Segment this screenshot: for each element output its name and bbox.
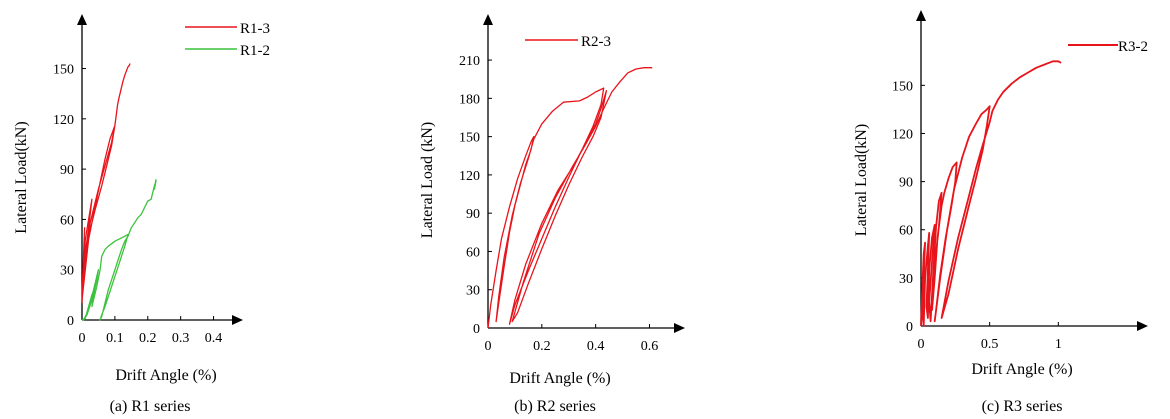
y-tick-label: 150 (53, 63, 74, 78)
x-tick-label: 0.5 (981, 337, 999, 352)
panel-r3-series: 0 0.5 1 0 30 60 90 120 150 Drift Angle (%) Lateral… (853, 10, 1148, 415)
y-tick-label: 180 (459, 92, 480, 107)
panel-caption: (b) R2 series (514, 398, 596, 415)
x-tick-label: 0.4 (205, 331, 223, 346)
legend-label-r3-2: R3-2 (1118, 39, 1148, 55)
x-tick-label: 0.2 (139, 331, 157, 346)
y-tick-label: 120 (459, 169, 480, 184)
x-axis-label: Drift Angle (%) (509, 370, 610, 387)
y-tick-label: 90 (60, 163, 74, 178)
series-line-r1-2 (81, 179, 157, 321)
y-axis-arrow-icon (77, 14, 87, 25)
y-tick-label: 210 (459, 54, 480, 69)
y-tick-label: 30 (466, 284, 480, 299)
x-tick-label: 0 (918, 337, 925, 352)
y-tick-label: 150 (459, 131, 480, 146)
y-axis-label: Lateral Load(kN) (853, 124, 870, 236)
panel-r1-series: 0 0.1 0.2 0.3 0.4 0 30 60 90 120 150 Drift Angle (%… (13, 14, 270, 415)
series-line-r3-2 (920, 60, 1062, 327)
y-tick-label: 0 (473, 322, 480, 337)
x-tick-label: 0 (79, 331, 86, 346)
y-tick-label: 60 (466, 245, 480, 260)
y-tick-label: 0 (67, 314, 74, 329)
x-tick-label: 0.4 (587, 339, 605, 354)
y-tick-label: 120 (53, 113, 74, 128)
x-tick-label: 1 (1055, 337, 1062, 352)
y-axis-arrow-icon (916, 10, 926, 21)
series-line-r1-3 (81, 63, 131, 304)
legend-label-r1-3: R1-3 (240, 21, 270, 37)
x-tick-label: 0.3 (172, 331, 190, 346)
y-axis-label: Lateral Load(kN) (13, 121, 30, 233)
series-line-r2-3 (487, 67, 653, 329)
x-tick-label: 0.2 (533, 339, 551, 354)
y-tick-label: 0 (906, 320, 913, 335)
y-axis-label: Lateral Load (kN) (419, 122, 436, 238)
x-tick-label: 0.1 (106, 331, 124, 346)
y-tick-label: 60 (899, 224, 913, 239)
x-axis-arrow-icon (674, 323, 685, 333)
x-tick-label: 0 (485, 339, 492, 354)
panel-r2-series: 0 0.2 0.4 0.6 0 30 60 90 120 150 180 210 Drift Angle… (419, 14, 685, 415)
y-axis-arrow-icon (483, 14, 493, 25)
y-tick-label: 30 (60, 264, 74, 279)
y-tick-label: 90 (466, 207, 480, 222)
legend-label-r1-2: R1-2 (240, 43, 270, 59)
y-tick-label: 60 (60, 213, 74, 228)
x-tick-label: 0.6 (641, 339, 659, 354)
x-axis-arrow-icon (1137, 321, 1148, 331)
legend-label-r2-3: R2-3 (581, 34, 611, 50)
y-tick-label: 90 (899, 176, 913, 191)
y-tick-label: 150 (892, 79, 913, 94)
x-axis-label: Drift Angle (%) (971, 361, 1072, 378)
panel-caption: (a) R1 series (110, 398, 191, 415)
x-axis-arrow-icon (232, 315, 243, 325)
x-axis-label: Drift Angle (%) (115, 367, 216, 384)
y-tick-label: 30 (899, 272, 913, 287)
panel-caption: (c) R3 series (982, 398, 1063, 415)
y-tick-label: 120 (892, 127, 913, 142)
